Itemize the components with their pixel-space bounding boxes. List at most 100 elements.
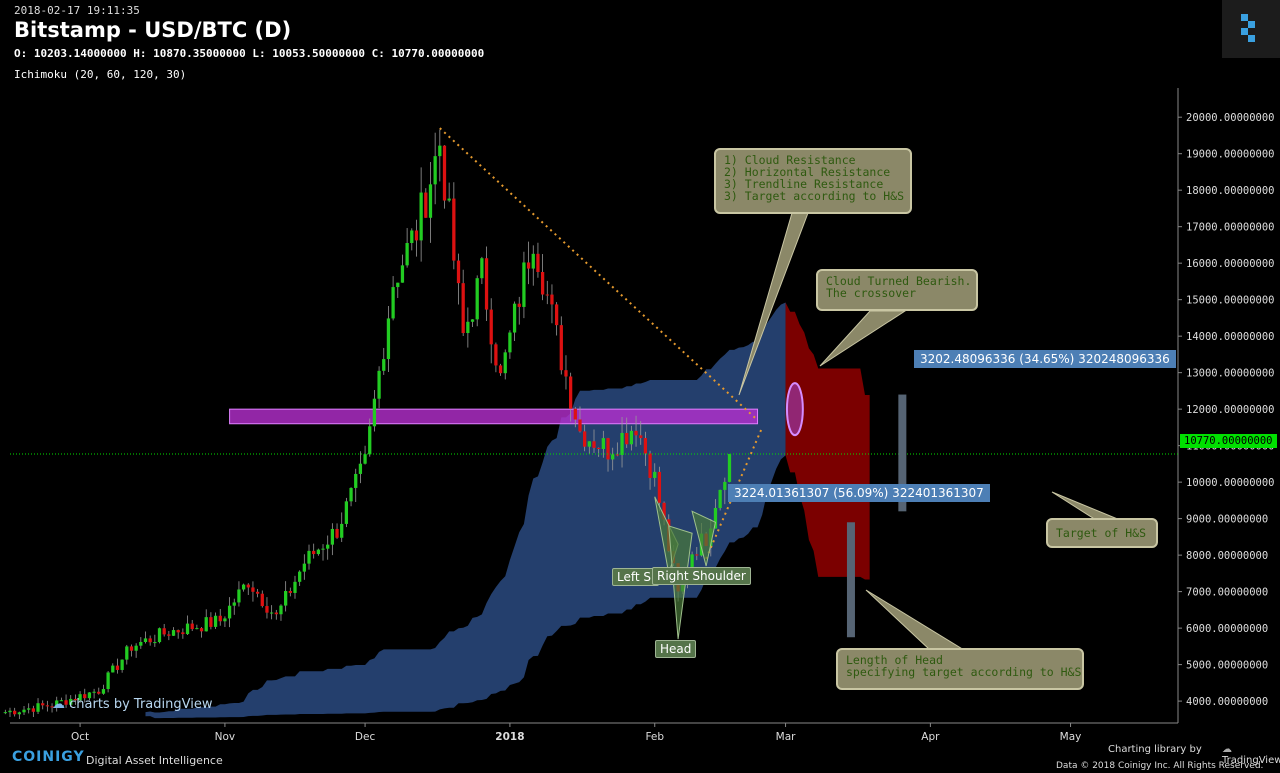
candle-body <box>573 408 577 420</box>
candle-body <box>195 628 199 630</box>
candle-body <box>78 694 82 701</box>
candle-body <box>260 593 264 607</box>
candle-body <box>578 419 582 432</box>
candle-body <box>597 447 601 449</box>
candle-body <box>386 318 391 360</box>
candle-body <box>634 430 638 436</box>
candle-body <box>143 638 148 642</box>
candle-body <box>176 630 180 633</box>
footer-tradingview[interactable]: ☁ TradingView <box>1222 744 1280 766</box>
label-head[interactable]: Head <box>655 640 697 658</box>
candle-body <box>69 698 73 705</box>
candle-body <box>115 665 120 670</box>
x-tick-label: 2018 <box>495 731 524 743</box>
candle-body <box>237 589 241 603</box>
candle-body <box>204 617 208 632</box>
pointer-head-length <box>865 589 966 651</box>
measure-upper[interactable]: 3202.48096336 (34.65%) 320248096336 <box>914 350 1176 368</box>
candle-body <box>536 253 540 272</box>
candle-body <box>438 145 442 157</box>
candle-body <box>522 262 526 307</box>
candle-body <box>106 672 110 690</box>
candle-body <box>354 473 358 488</box>
candle-body <box>583 431 587 447</box>
candle-body <box>461 283 465 334</box>
candle-body <box>87 692 92 699</box>
watermark-text: charts by TradingView <box>69 697 213 712</box>
pointer-bearish <box>819 310 907 367</box>
coinigy-logo[interactable] <box>1222 0 1280 58</box>
candle-body <box>475 278 479 320</box>
candle-body <box>363 454 367 464</box>
candle-body <box>209 617 213 627</box>
candle-body <box>442 145 447 201</box>
candle-body <box>503 352 507 374</box>
candle-body <box>251 587 255 592</box>
candle-body <box>167 634 171 636</box>
y-tick-label: 7000.00000000 <box>1186 587 1268 599</box>
candle-body <box>433 156 437 185</box>
right-shoulder-shape[interactable] <box>691 510 717 567</box>
candle-body <box>50 706 54 708</box>
candle-body <box>59 700 64 702</box>
candle-body <box>307 550 311 564</box>
chart-title: Bitstamp - USD/BTC (D) <box>14 18 292 42</box>
candle-body <box>344 501 349 524</box>
candle-body <box>718 489 722 508</box>
candle-body <box>484 258 489 310</box>
candle-body <box>288 591 292 593</box>
candle-body <box>213 615 218 627</box>
candle-body <box>410 230 414 244</box>
target-measure-bar[interactable] <box>898 394 907 512</box>
y-tick-label: 14000.00000000 <box>1186 331 1275 343</box>
candle-body <box>424 192 428 218</box>
candle-body <box>569 376 573 409</box>
cloud-crossover-marker[interactable] <box>785 382 804 437</box>
candle-body <box>31 708 35 712</box>
x-tick-label: Mar <box>776 731 796 743</box>
note-resistance[interactable]: 1) Cloud Resistance 2) Horizontal Resist… <box>714 148 912 214</box>
note-target[interactable]: Target of H&S <box>1046 518 1158 548</box>
candle-body <box>120 659 124 670</box>
horizontal-resistance-zone[interactable] <box>229 408 759 425</box>
note-head-length[interactable]: Length of Head specifying target accordi… <box>836 648 1084 690</box>
tradingview-cloud-icon: ☁ <box>1222 744 1232 755</box>
candle-body <box>648 453 652 478</box>
candle-body <box>83 694 87 699</box>
label-right-shoulder[interactable]: Right Shoulder <box>652 567 751 585</box>
x-tick-label: Oct <box>71 731 89 743</box>
candle-body <box>368 426 372 455</box>
chart-timestamp: 2018-02-17 19:11:35 <box>14 4 140 17</box>
x-tick-label: Nov <box>215 731 236 743</box>
candle-body <box>269 612 274 614</box>
label-left-shoulder[interactable]: Left Sl <box>612 568 660 586</box>
candle-body <box>526 262 531 269</box>
candle-body <box>662 502 666 520</box>
candle-body <box>545 294 549 296</box>
x-tick-label: May <box>1060 731 1082 743</box>
candle-body <box>139 641 143 646</box>
candle-body <box>274 612 278 615</box>
candle-body <box>8 710 12 713</box>
measure-lower[interactable]: 3224.01361307 (56.09%) 322401361307 <box>728 484 990 502</box>
candle-body <box>512 303 517 333</box>
indicator-legend[interactable]: Ichimoku (20, 60, 120, 30) <box>14 68 187 81</box>
candle-body <box>45 705 50 707</box>
candle-body <box>255 591 260 594</box>
note-cloud-bearish[interactable]: Cloud Turned Bearish. The crossover <box>816 269 978 311</box>
tradingview-watermark[interactable]: ☁ charts by TradingView <box>52 697 212 712</box>
candle-body <box>171 630 176 636</box>
footer-brand[interactable]: COINIGY <box>12 749 85 765</box>
candle-body <box>540 271 545 295</box>
ichimoku-cloud-bearish <box>785 302 870 580</box>
candle-body <box>181 632 185 635</box>
candle-body <box>190 623 194 630</box>
footer-lib-text: Charting library by <box>1108 744 1202 755</box>
candle-body <box>134 645 138 651</box>
y-tick-label: 6000.00000000 <box>1186 623 1268 635</box>
candle-body <box>531 253 535 269</box>
head-measure-bar[interactable] <box>846 522 855 638</box>
candle-body <box>620 432 624 455</box>
candle-body <box>470 319 475 322</box>
